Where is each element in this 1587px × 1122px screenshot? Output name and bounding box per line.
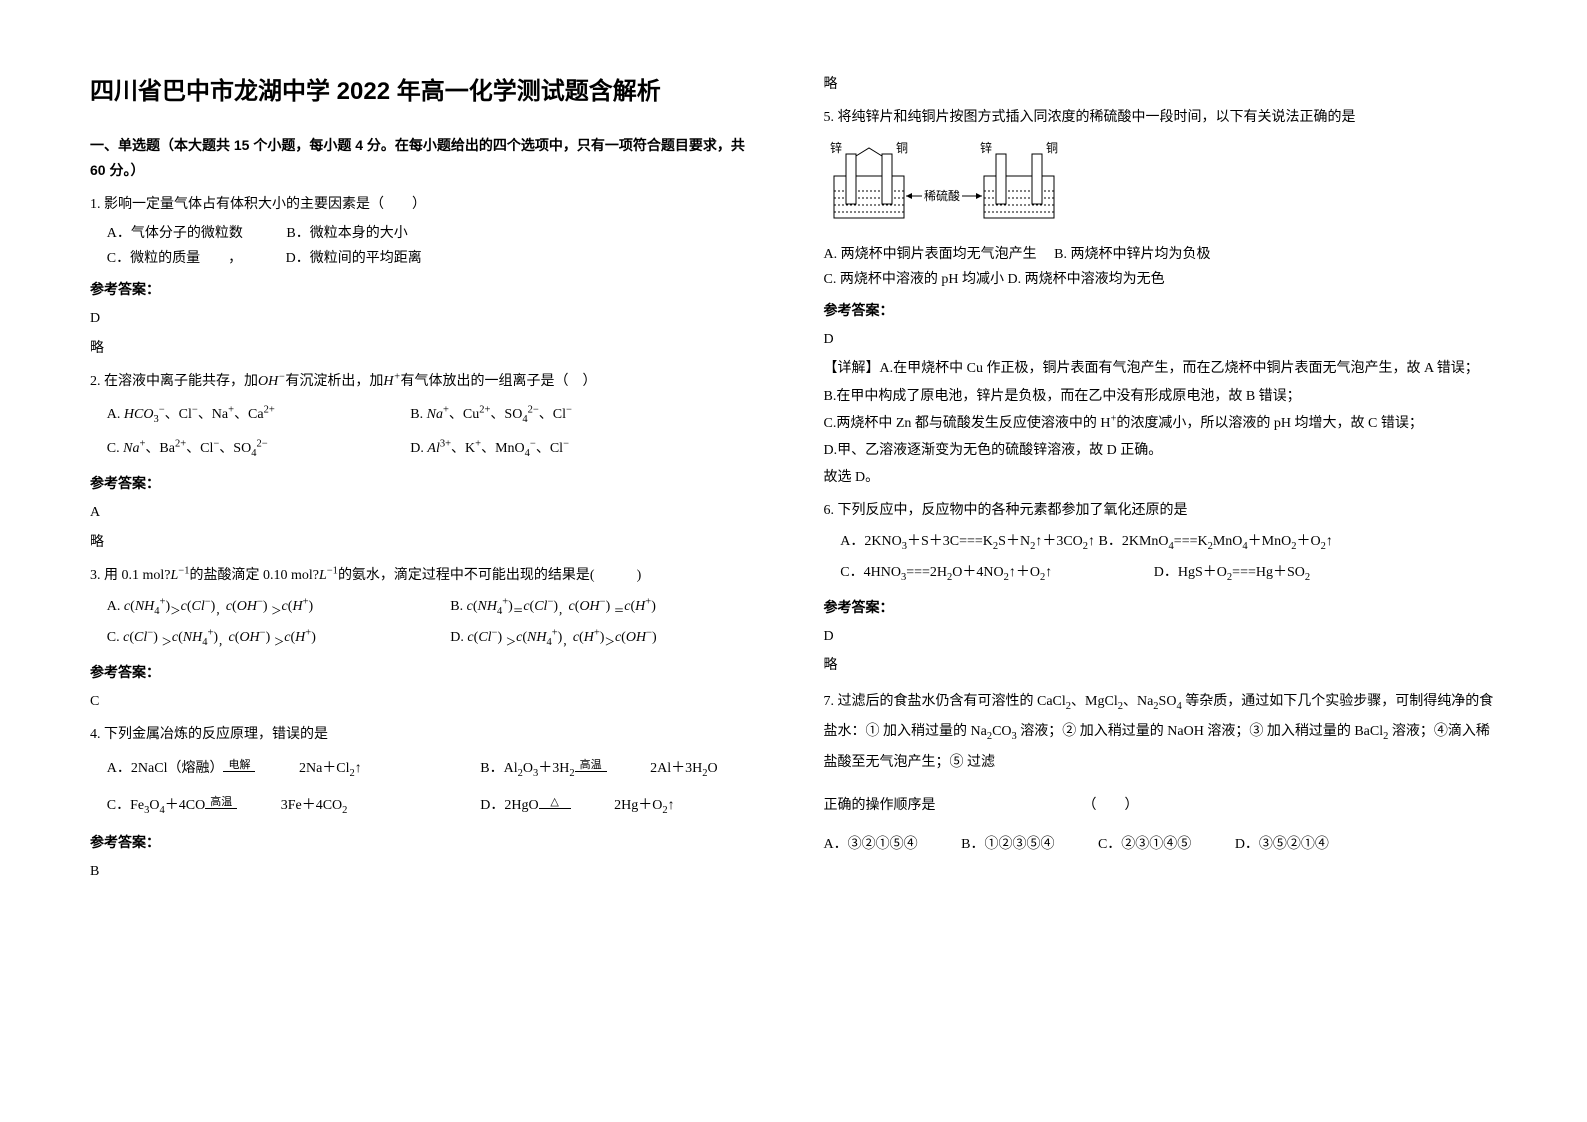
q5-opt-d: D. 两烧杯中溶液均为无色 — [1007, 272, 1164, 287]
q6-opt-d: D．HgS＋O2===Hg＋SO2 — [1154, 565, 1310, 580]
label-zn-2: 锌 — [980, 141, 992, 155]
q5-expl-1: 【详解】A.在甲烧杯中 Cu 作正极，铜片表面有气泡产生，而在乙烧杯中铜片表面无… — [824, 356, 1498, 381]
q5-expl-5: 故选 D。 — [824, 465, 1498, 490]
section-1-header: 一、单选题（本大题共 15 个小题，每小题 4 分。在每小题给出的四个选项中，只… — [90, 133, 764, 183]
q2-answer-label: 参考答案： — [90, 471, 764, 496]
q2-answer: A — [90, 500, 764, 525]
q3-stem-mid: 的盐酸滴定 0.10 mol? — [189, 568, 319, 583]
q2-stem-post: 有气体放出的一组离子是（ ） — [401, 374, 597, 389]
q3-opt-d: D. c(Cl−) ＞c(NH4+)，c(H+)＞c(OH−) — [450, 623, 656, 654]
q7-stem-post3: 溶液；② 加入稍过量的 NaOH 溶液；③ 加入稍过量的 BaCl — [1017, 724, 1383, 739]
q6-opt-c: C．4HNO3===2H2O＋4NO2↑＋O2↑ — [840, 558, 1150, 589]
q1-options: A．气体分子的微粒数 B．微粒本身的大小 C．微粒的质量 ， D．微粒间的平均距… — [90, 221, 764, 271]
oh-minus-formula: OH− — [258, 369, 285, 394]
q7-stem-mid1: 、MgCl — [1071, 694, 1118, 709]
l-minus1-b: L−1 — [319, 563, 338, 588]
q6-answer: D — [824, 624, 1498, 649]
q7-stem-pre: 7. 过滤后的食盐水仍含有可溶性的 CaCl — [824, 694, 1066, 709]
q4-explain: 略 — [824, 72, 1498, 97]
q4-answer-label: 参考答案： — [90, 830, 764, 855]
q3-opt-a: A. c(NH4+)＞c(Cl−)，c(OH−) ＞c(H+) — [107, 592, 407, 623]
q3-stem-post: 的氨水，滴定过程中不可能出现的结果是( ) — [338, 568, 641, 583]
q3-answer: C — [90, 689, 764, 714]
left-column: 四川省巴中市龙湖中学 2022 年高一化学测试题含解析 一、单选题（本大题共 1… — [90, 70, 794, 1082]
q6-opt-a: A．2KNO3＋S＋3C===K2S＋N2↑＋3CO2↑ — [840, 534, 1095, 549]
q4-opt-a: A．2NaCl（熔融）电解 2Na＋Cl2↑ — [107, 751, 437, 787]
q6-options: A．2KNO3＋S＋3C===K2S＋N2↑＋3CO2↑ B．2KMnO4===… — [824, 527, 1498, 589]
q5-expl-2: B.在甲中构成了原电池，锌片是负极，而在乙中没有形成原电池，故 B 错误； — [824, 384, 1498, 409]
q7-opt-b: B．①②③⑤④ — [961, 832, 1054, 857]
q5-answer-label: 参考答案： — [824, 298, 1498, 323]
q7-options: A．③②①⑤④ B．①②③⑤④ C．②③①④⑤ D．③⑤②①④ — [824, 832, 1498, 857]
q3-opt-b: B. c(NH4+)＝c(Cl−)，c(OH−) ＝c(H+) — [450, 592, 656, 623]
q7-opt-c: C．②③①④⑤ — [1098, 832, 1191, 857]
q1-answer: D — [90, 306, 764, 331]
q3-stem: 3. 用 0.1 mol?L−1的盐酸滴定 0.10 mol?L−1的氨水，滴定… — [90, 563, 764, 588]
beaker-1: 锌 铜 — [830, 140, 908, 218]
q5-answer: D — [824, 327, 1498, 352]
q2-stem-pre: 2. 在溶液中离子能共存，加 — [90, 374, 258, 389]
q1-opt-a: A．气体分子的微粒数 — [107, 221, 243, 246]
q3-answer-label: 参考答案： — [90, 660, 764, 685]
q1-explain: 略 — [90, 336, 764, 361]
q2-options: A. HCO3−、Cl−、Na+、Ca2+ B. Na+、Cu2+、SO42−、… — [90, 398, 764, 465]
label-cu-1: 铜 — [896, 140, 908, 155]
q2-opt-c: C. Na+、Ba2+、Cl−、SO42− — [107, 432, 367, 466]
q2-stem: 2. 在溶液中离子能共存，加OH−有沉淀析出，加H+有气体放出的一组离子是（ ） — [90, 369, 764, 394]
q2-explain: 略 — [90, 530, 764, 555]
q5-diagram: 锌 铜 锌 铜 稀硫酸 — [824, 136, 1498, 235]
q4-options: A．2NaCl（熔融）电解 2Na＋Cl2↑ B．Al2O3＋3H2高温 2Al… — [90, 751, 764, 824]
q5-opt-b: B. 两烧杯中锌片均为负极 — [1054, 247, 1210, 262]
q1-opt-d: D．微粒间的平均距离 — [286, 246, 422, 271]
q5-opt-c: C. 两烧杯中溶液的 pH 均减小 — [824, 272, 1004, 287]
q4-answer: B — [90, 859, 764, 884]
page: 四川省巴中市龙湖中学 2022 年高一化学测试题含解析 一、单选题（本大题共 1… — [0, 0, 1587, 1122]
page-title: 四川省巴中市龙湖中学 2022 年高一化学测试题含解析 — [90, 70, 764, 113]
q6-opt-b: B．2KMnO4===K2MnO4＋MnO2＋O2↑ — [1099, 534, 1333, 549]
q5-stem: 5. 将纯锌片和纯铜片按图方式插入同浓度的稀硫酸中一段时间，以下有关说法正确的是 — [824, 105, 1498, 130]
q7-opt-d: D．③⑤②①④ — [1235, 832, 1329, 857]
q7-stem-mid2: 、Na — [1123, 694, 1153, 709]
h-plus-formula: H+ — [383, 369, 400, 394]
q4-opt-d: D．2HgO△ 2Hg＋O2↑ — [480, 788, 674, 824]
q1-opt-c: C．微粒的质量 ， — [107, 246, 242, 271]
q4-opt-b: B．Al2O3＋3H2高温 2Al＋3H2O — [480, 751, 717, 787]
q7-opt-a: A．③②①⑤④ — [824, 832, 918, 857]
right-column: 略 5. 将纯锌片和纯铜片按图方式插入同浓度的稀硫酸中一段时间，以下有关说法正确… — [794, 70, 1498, 1082]
q2-opt-d: D. Al3+、K+、MnO4−、Cl− — [410, 432, 569, 466]
q5-expl-4: D.甲、乙溶液逐渐变为无色的硫酸锌溶液，故 D 正确。 — [824, 438, 1498, 463]
q1-opt-b: B．微粒本身的大小 — [286, 221, 407, 246]
q4-opt-c: C．Fe3O4＋4CO高温 3Fe＋4CO2 — [107, 788, 437, 824]
l-minus1-a: L−1 — [171, 563, 190, 588]
q5-options: A. 两烧杯中铜片表面均无气泡产生 B. 两烧杯中锌片均为负极 C. 两烧杯中溶… — [824, 242, 1498, 292]
q3-opt-c: C. c(Cl−) ＞c(NH4+)，c(OH−) ＞c(H+) — [107, 623, 407, 654]
label-cu-2: 铜 — [1046, 140, 1058, 155]
q5-expl-3-pre: C.两烧杯中 Zn 都与硫酸发生反应使溶液中的 H — [824, 416, 1111, 431]
q5-expl-3: C.两烧杯中 Zn 都与硫酸发生反应使溶液中的 H+的浓度减小，所以溶液的 pH… — [824, 411, 1498, 436]
beaker-diagram-svg: 锌 铜 锌 铜 稀硫酸 — [824, 136, 1084, 226]
q2-stem-mid: 有沉淀析出，加 — [285, 374, 383, 389]
q4-stem: 4. 下列金属冶炼的反应原理，错误的是 — [90, 722, 764, 747]
beaker-2: 锌 铜 — [980, 140, 1058, 218]
label-zn-1: 锌 — [830, 141, 842, 155]
q1-answer-label: 参考答案： — [90, 277, 764, 302]
q5-expl-3-post: 的浓度减小，所以溶液的 pH 均增大，故 C 错误； — [1116, 416, 1422, 431]
label-acid: 稀硫酸 — [924, 188, 960, 203]
q7-stem-mid3: SO — [1159, 694, 1177, 709]
q3-options: A. c(NH4+)＞c(Cl−)，c(OH−) ＞c(H+) B. c(NH4… — [90, 592, 764, 654]
q6-answer-label: 参考答案： — [824, 595, 1498, 620]
q7-stem-post2: CO — [992, 724, 1011, 739]
q1-stem: 1. 影响一定量气体占有体积大小的主要因素是（ ） — [90, 192, 764, 217]
q2-opt-b: B. Na+、Cu2+、SO42−、Cl− — [410, 398, 572, 432]
q6-stem: 6. 下列反应中，反应物中的各种元素都参加了氧化还原的是 — [824, 498, 1498, 523]
q7-stem: 7. 过滤后的食盐水仍含有可溶性的 CaCl2、MgCl2、Na2SO4 等杂质… — [824, 687, 1498, 779]
q3-stem-pre: 3. 用 0.1 mol? — [90, 568, 171, 583]
q7-question: 正确的操作顺序是 （ ） — [824, 793, 1498, 818]
q2-opt-a: A. HCO3−、Cl−、Na+、Ca2+ — [107, 398, 367, 432]
q6-explain: 略 — [824, 653, 1498, 678]
q5-opt-a: A. 两烧杯中铜片表面均无气泡产生 — [824, 247, 1037, 262]
